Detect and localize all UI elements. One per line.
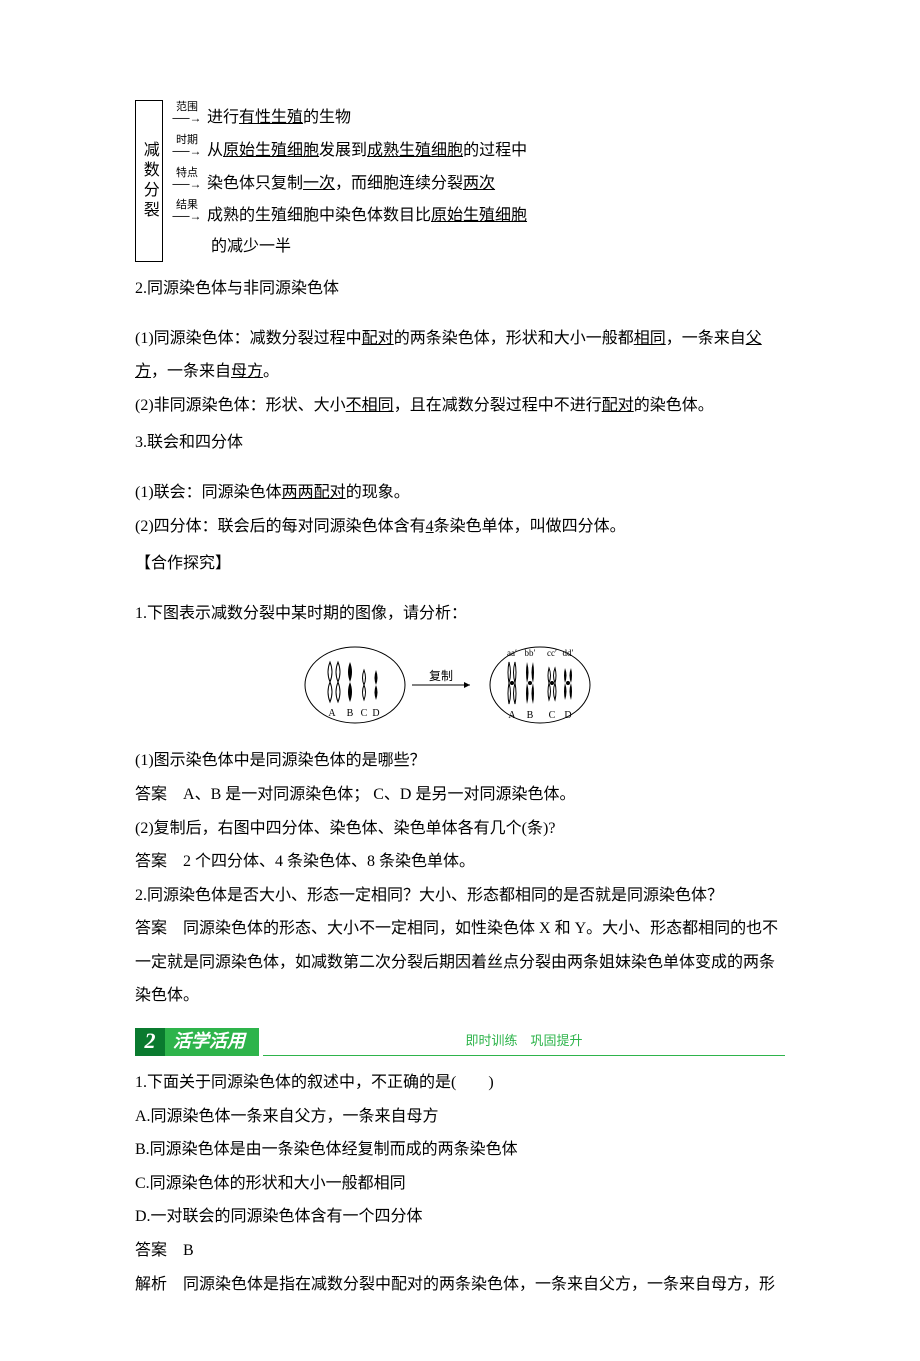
answer-label: 答案 (135, 920, 167, 937)
coop-a2: 答案 同源染色体的形态、大小不一定相同，如性染色体 X 和 Y。大小、形态都相同… (135, 912, 785, 1013)
bracket-label: 减数分裂 (135, 100, 162, 262)
bracket-content: 范围──→进行有性生殖的生物时期──→从原始生殖细胞发展到成熟生殖细胞的过程中特… (162, 100, 785, 262)
analysis-text: 同源染色体是指在减数分裂中配对的两条染色体，一条来自父方，一条来自母方，形 (167, 1276, 775, 1293)
svg-text:复制: 复制 (429, 669, 453, 683)
section-2-bar: 2 活学活用 即时训练 巩固提升 (135, 1027, 785, 1056)
svg-text:D: D (564, 710, 571, 721)
option-b: B.同源染色体是由一条染色体经复制而成的两条染色体 (135, 1133, 785, 1167)
svg-text:dd′: dd′ (563, 648, 574, 658)
bracket-row: 结果──→成熟的生殖细胞中染色体数目比原始生殖细胞 (169, 200, 785, 231)
svg-text:aa′: aa′ (507, 648, 517, 658)
answer-text: B (167, 1242, 194, 1259)
heading-synapsis: 3.联会和四分体 (135, 426, 785, 460)
ruby-label: 特点──→ (169, 168, 205, 190)
bracket-row-tail: 的减少一半 (169, 233, 785, 262)
svg-text:bb′: bb′ (525, 648, 536, 658)
document-page: 减数分裂 范围──→进行有性生殖的生物时期──→从原始生殖细胞发展到成熟生殖细胞… (0, 0, 920, 1361)
answer-text: 同源染色体的形态、大小不一定相同，如性染色体 X 和 Y。大小、形态都相同的也不… (135, 920, 778, 1004)
exercise-answer: 答案 B (135, 1234, 785, 1268)
svg-text:D: D (372, 708, 379, 719)
option-c: C.同源染色体的形状和大小一般都相同 (135, 1167, 785, 1201)
bracket-row-body: 进行有性生殖的生物 (207, 104, 351, 133)
exercise-analysis: 解析 同源染色体是指在减数分裂中配对的两条染色体，一条来自父方，一条来自母方，形 (135, 1268, 785, 1302)
bracket-row: 范围──→进行有性生殖的生物 (169, 102, 785, 133)
meiosis-bracket: 减数分裂 范围──→进行有性生殖的生物时期──→从原始生殖细胞发展到成熟生殖细胞… (135, 100, 785, 262)
section-2-underline: 即时训练 巩固提升 (263, 1027, 785, 1056)
coop-q1-2: (2)复制后，右图中四分体、染色体、染色单体各有几个(条)? (135, 812, 785, 846)
option-a: A.同源染色体一条来自父方，一条来自母方 (135, 1100, 785, 1134)
svg-text:B: B (527, 710, 534, 721)
ruby-label: 范围──→ (169, 102, 205, 124)
answer-text: A、B 是一对同源染色体； C、D 是另一对同源染色体。 (167, 786, 575, 803)
svg-text:cc′: cc′ (547, 648, 557, 658)
option-d: D.一对联会的同源染色体含有一个四分体 (135, 1200, 785, 1234)
svg-text:B: B (347, 708, 354, 719)
coop-q2: 2.同源染色体是否大小、形态一定相同？大小、形态都相同的是否就是同源染色体？ (135, 879, 785, 913)
exercise-stem: 1.下面关于同源染色体的叙述中，不正确的是( ) (135, 1066, 785, 1100)
bracket-row: 时期──→从原始生殖细胞发展到成熟生殖细胞的过程中 (169, 135, 785, 166)
coop-a1-2: 答案 2 个四分体、4 条染色体、8 条染色单体。 (135, 845, 785, 879)
bracket-row-body: 从原始生殖细胞发展到成熟生殖细胞的过程中 (207, 137, 527, 166)
section-2-title: 活学活用 (173, 1023, 245, 1061)
svg-text:A: A (328, 708, 336, 719)
homologous-p2: (2)非同源染色体：形状、大小不相同，且在减数分裂过程中不进行配对的染色体。 (135, 389, 785, 423)
svg-text:C: C (361, 708, 368, 719)
heading-homologous: 2.同源染色体与非同源染色体 (135, 272, 785, 306)
bracket-row: 特点──→染色体只复制一次，而细胞连续分裂两次 (169, 168, 785, 199)
answer-label: 答案 (135, 853, 167, 870)
section-2-caption: 即时训练 巩固提升 (465, 1027, 582, 1054)
svg-text:A: A (508, 710, 516, 721)
coop-q1-1: (1)图示染色体中是同源染色体的是哪些？ (135, 744, 785, 778)
bracket-row-body: 成熟的生殖细胞中染色体数目比原始生殖细胞 (207, 202, 527, 231)
coop-a1-1: 答案 A、B 是一对同源染色体； C、D 是另一对同源染色体。 (135, 778, 785, 812)
ruby-label: 结果──→ (169, 200, 205, 222)
chromosome-figure: ABCD复制aa′bb′cc′dd′ABCD (135, 640, 785, 730)
section-2-number: 2 (135, 1028, 165, 1056)
homologous-p1: (1)同源染色体：减数分裂过程中配对的两条染色体，形状和大小一般都相同，一条来自… (135, 322, 785, 389)
answer-label: 答案 (135, 1242, 167, 1259)
coop-q1-intro: 1.下图表示减数分裂中某时期的图像，请分析： (135, 597, 785, 631)
section-2-title-box: 2 活学活用 (135, 1028, 259, 1056)
analysis-label: 解析 (135, 1276, 167, 1293)
answer-label: 答案 (135, 786, 167, 803)
synapsis-p2: (2)四分体：联会后的每对同源染色体含有4条染色单体，叫做四分体。 (135, 510, 785, 544)
answer-text: 2 个四分体、4 条染色体、8 条染色单体。 (167, 853, 475, 870)
svg-text:C: C (549, 710, 556, 721)
heading-coop: 【合作探究】 (135, 547, 785, 581)
synapsis-p1: (1)联会：同源染色体两两配对的现象。 (135, 476, 785, 510)
bracket-row-body: 染色体只复制一次，而细胞连续分裂两次 (207, 170, 495, 199)
ruby-label: 时期──→ (169, 135, 205, 157)
